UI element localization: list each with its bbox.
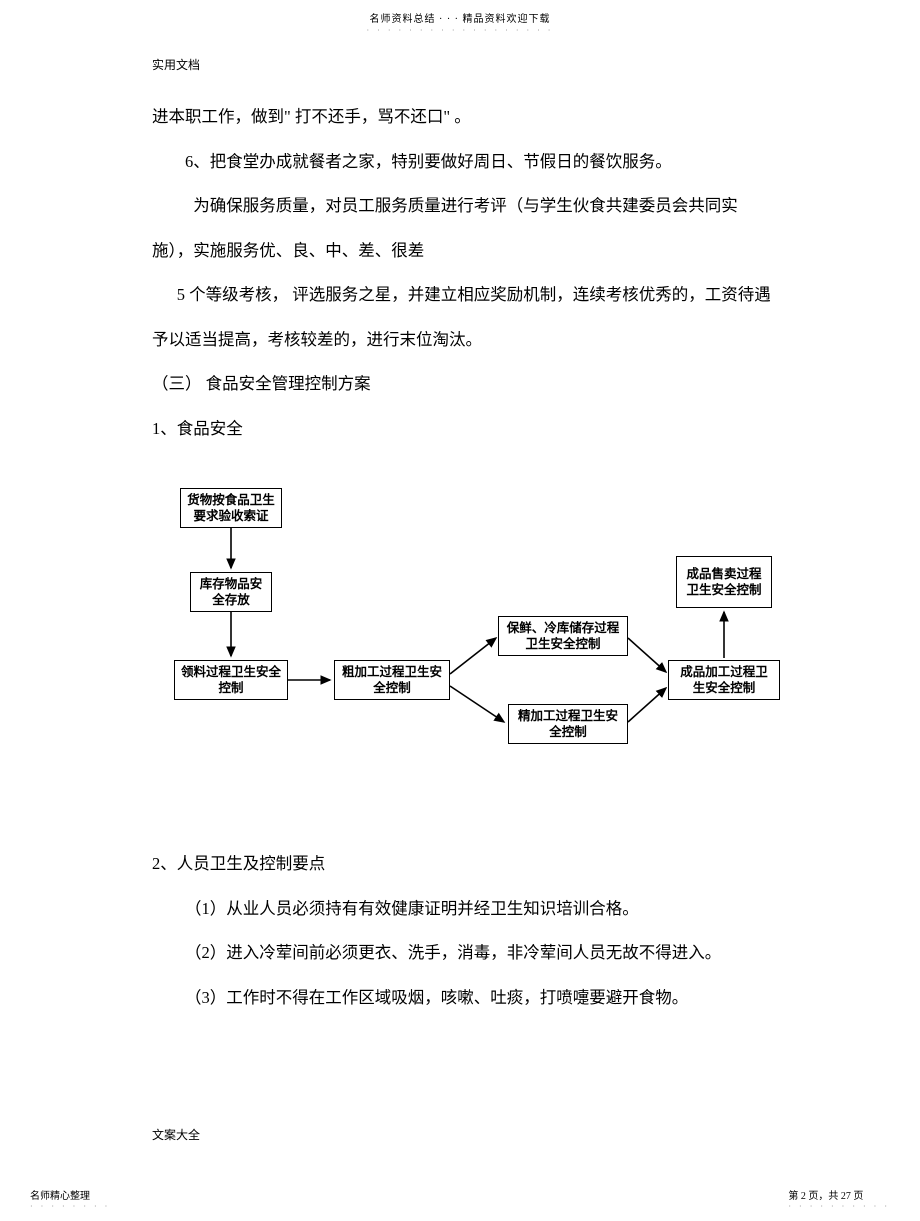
flow-arrow-6 [628,688,666,722]
flow-node-n3: 领料过程卫生安全控制 [174,660,288,700]
paragraph-2: 6、把食堂办成就餐者之家，特别要做好周日、节假日的餐饮服务。 [152,140,772,185]
p3-part-b: 5 个等级考核， [177,285,288,304]
flow-node-n4: 粗加工过程卫生安全控制 [334,660,450,700]
flow-node-n6: 精加工过程卫生安全控制 [508,704,628,744]
list-item-1: （1）从业人员必须持有有效健康证明并经卫生知识培训合格。 [152,887,772,932]
page-header: 名师资料总结 · · · 精品资料欢迎下载 · · · · · · · · · … [0,10,920,35]
footer-left-dots: · · · · · · · · [30,1202,110,1211]
footer-right-text: 第 2 页，共 27 页 [788,1187,890,1202]
list-item-3: （3）工作时不得在工作区域吸烟，咳嗽、吐痰，打喷嚏要避开食物。 [152,976,772,1021]
paragraph-1: 进本职工作，做到" 打不还手，骂不还口" 。 [152,95,772,140]
flow-arrow-5 [628,638,666,672]
header-text: 名师资料总结 · · · 精品资料欢迎下载 [0,10,920,25]
food-safety-flowchart: 货物按食品卫生要求验收索证库存物品安全存放领料过程卫生安全控制 粗加工过程卫生安全… [152,488,792,788]
section-3-title: （三） 食品安全管理控制方案 [152,362,772,407]
p3-part-a: 为确保服务质量，对员工服务质量进行考评（与学生伙食共建委员会共同实施），实施服务… [152,184,772,273]
footer-left: 名师精心整理 · · · · · · · · [30,1187,110,1211]
header-dots: · · · · · · · · · · · · · · · · · · [0,26,920,35]
flow-node-n1: 货物按食品卫生要求验收索证 [180,488,282,528]
footer-tag: 文案大全 [152,1126,200,1143]
document-tag: 实用文档 [152,56,200,73]
paragraph-3: 为确保服务质量，对员工服务质量进行考评（与学生伙食共建委员会共同实施），实施服务… [152,184,772,362]
heading-1: 1、食品安全 [152,407,772,452]
lower-content: 2、人员卫生及控制要点 （1）从业人员必须持有有效健康证明并经卫生知识培训合格。… [152,842,772,1020]
flow-node-n7: 成品加工过程卫生安全控制 [668,660,780,700]
main-content: 进本职工作，做到" 打不还手，骂不还口" 。 6、把食堂办成就餐者之家，特别要做… [152,95,772,451]
flowchart-arrows [152,488,792,788]
flow-node-n5: 保鲜、冷库储存过程卫生安全控制 [498,616,628,656]
flow-arrow-4 [450,686,504,722]
footer-right: 第 2 页，共 27 页 · · · · · · · · · · [788,1187,890,1211]
flow-arrow-3 [450,638,496,674]
flow-node-n8: 成品售卖过程卫生安全控制 [676,556,772,608]
footer-left-text: 名师精心整理 [30,1187,110,1202]
list-item-2: （2）进入冷荤间前必须更衣、洗手，消毒，非冷荤间人员无故不得进入。 [152,931,772,976]
heading-2: 2、人员卫生及控制要点 [152,842,772,887]
footer-right-dots: · · · · · · · · · · [788,1202,890,1211]
flow-node-n2: 库存物品安全存放 [190,572,272,612]
